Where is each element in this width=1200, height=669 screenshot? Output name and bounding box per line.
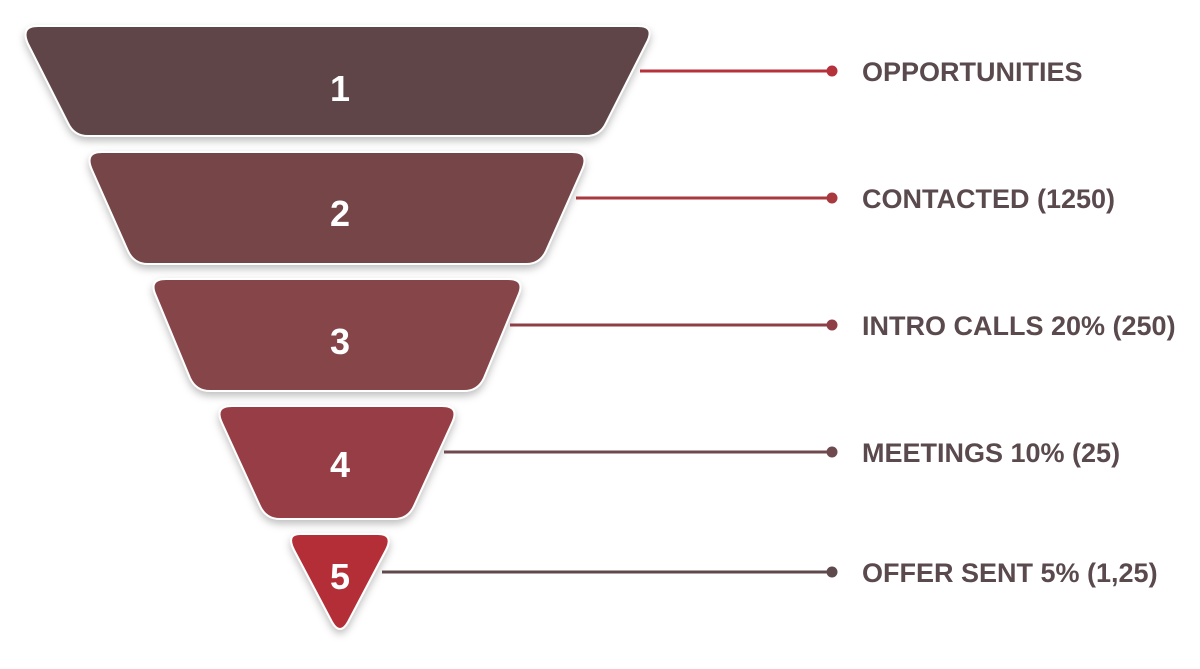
connector-dot-5: [826, 566, 838, 578]
stage-label-1: OPPORTUNITIES: [862, 57, 1083, 87]
funnel-stage-1: 1 OPPORTUNITIES: [24, 25, 1083, 137]
funnel-stage-4: 4 MEETINGS 10% (25): [218, 405, 1120, 520]
stage-number-5: 5: [330, 556, 350, 597]
stage-label-3: INTRO CALLS 20% (250): [862, 311, 1176, 341]
funnel-segment-4: [218, 405, 456, 520]
funnel-stage-5: 5 OFFER SENT 5% (1,25): [290, 533, 1158, 630]
stage-label-5: OFFER SENT 5% (1,25): [862, 558, 1158, 588]
funnel-segment-5: [290, 533, 390, 630]
connector-dot-4: [826, 446, 838, 458]
funnel-segment-2: [88, 151, 586, 265]
funnel-stage-2: 2 CONTACTED (1250): [88, 151, 1115, 265]
connector-dot-3: [826, 319, 838, 331]
stage-label-4: MEETINGS 10% (25): [862, 438, 1120, 468]
connector-dot-2: [826, 192, 838, 204]
stage-number-1: 1: [330, 68, 350, 109]
stage-number-4: 4: [330, 444, 350, 485]
funnel-segment-3: [152, 278, 522, 392]
stage-number-2: 2: [330, 193, 350, 234]
connector-dot-1: [826, 65, 838, 77]
funnel-segment-1: [24, 25, 651, 137]
funnel-stage-3: 3 INTRO CALLS 20% (250): [152, 278, 1176, 392]
stage-number-3: 3: [330, 321, 350, 362]
stage-label-2: CONTACTED (1250): [862, 184, 1115, 214]
